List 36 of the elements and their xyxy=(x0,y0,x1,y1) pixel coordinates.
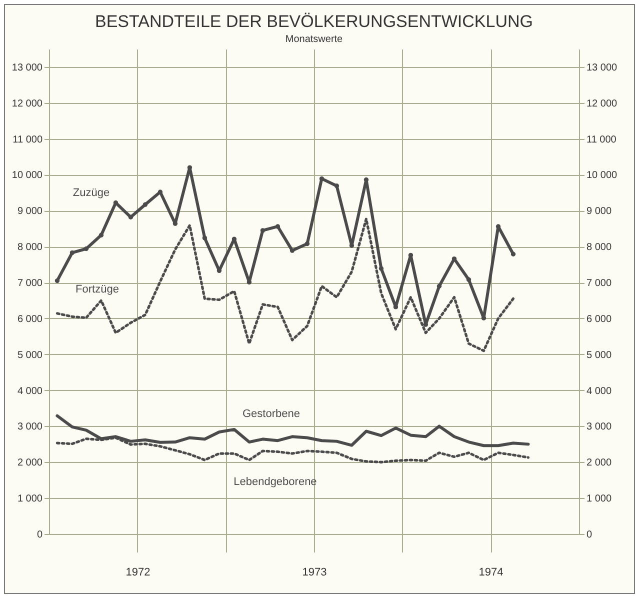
y2-tick-label: 12 000 xyxy=(586,98,618,110)
chart-subtitle: Monatswerte xyxy=(285,34,344,45)
y-tick-label: 10 000 xyxy=(12,170,43,182)
x-tick-label: 1973 xyxy=(302,566,327,578)
y-tick-label: 12 000 xyxy=(12,98,43,110)
y-tick-label: 7 000 xyxy=(17,278,43,290)
series-label: Zuzüge xyxy=(72,187,110,200)
y2-tick-label: 9 000 xyxy=(586,206,612,218)
y2-tick-label: 7 000 xyxy=(586,278,612,290)
y2-tick-label: 11 000 xyxy=(586,134,617,146)
y-tick-label: 0 xyxy=(36,530,43,540)
series-label: Gestorbene xyxy=(242,408,300,420)
y-tick-label: 11 000 xyxy=(12,134,43,146)
chart-title: BESTANDTEILE DER BEVÖLKERUNGSENTWICKLUNG xyxy=(95,12,533,31)
y-tick-label: 13 000 xyxy=(12,62,43,74)
y-tick-label: 5 000 xyxy=(17,350,43,361)
y2-tick-label: 10 000 xyxy=(586,170,618,182)
x-tick-label: 1974 xyxy=(478,566,504,578)
y-tick-label: 9 000 xyxy=(17,206,43,218)
y-tick-label: 3 000 xyxy=(17,422,43,433)
y2-tick-label: 2 000 xyxy=(586,458,612,469)
y2-tick-label: 3 000 xyxy=(586,422,612,433)
x-tick-label: 1972 xyxy=(126,566,150,578)
y-tick-label: 8 000 xyxy=(17,242,43,254)
y2-tick-label: 8 000 xyxy=(586,242,612,254)
y-tick-label: 1 000 xyxy=(17,494,43,505)
y-tick-label: 2 000 xyxy=(17,458,43,469)
y2-tick-label: 13 000 xyxy=(586,62,618,74)
y2-tick-label: 6 000 xyxy=(586,314,612,325)
y2-tick-label: 5 000 xyxy=(586,350,612,361)
series-label: Fortzüge xyxy=(76,283,119,296)
y-tick-label: 4 000 xyxy=(17,386,43,397)
y2-tick-label: 1 000 xyxy=(586,494,612,505)
y-tick-label: 6 000 xyxy=(17,314,43,325)
y2-tick-label: 0 xyxy=(586,530,592,540)
y2-tick-label: 4 000 xyxy=(586,386,612,397)
